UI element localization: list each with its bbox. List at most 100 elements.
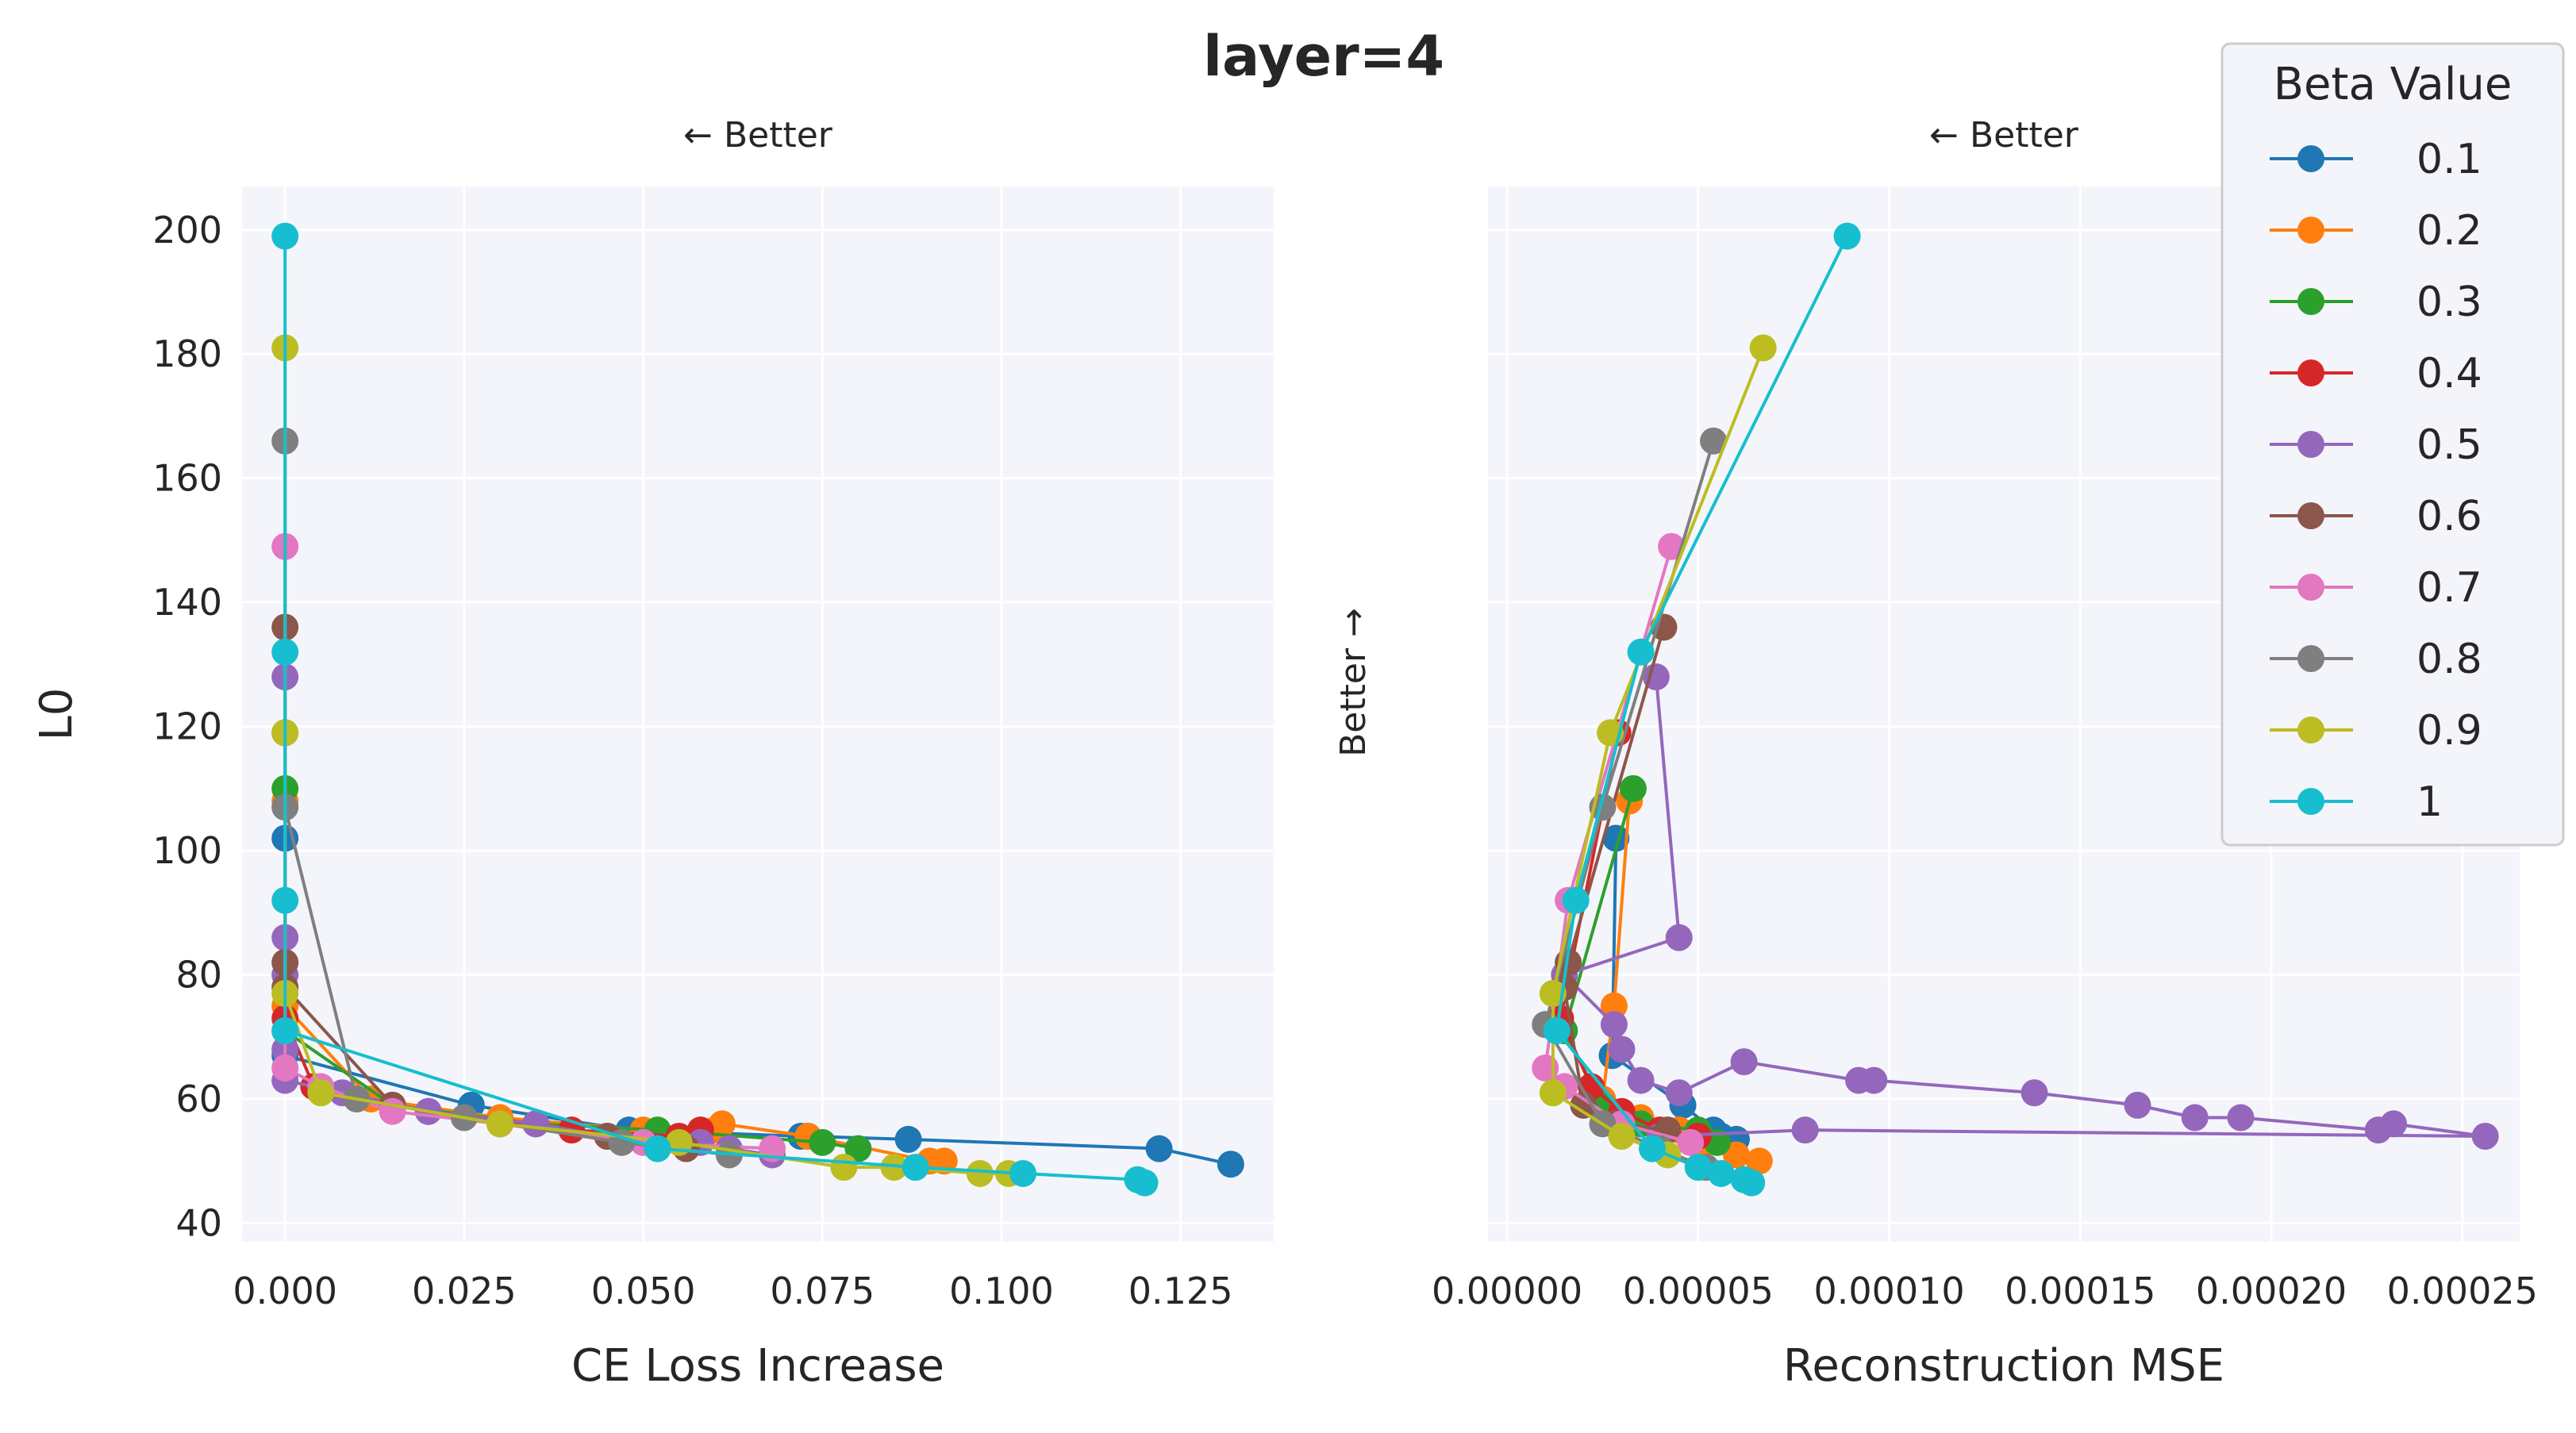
legend-marker (2297, 645, 2324, 672)
plot-area-0 (242, 186, 1274, 1242)
legend-label: 0.3 (2416, 279, 2482, 326)
data-point (894, 1125, 922, 1153)
data-point (2124, 1091, 2151, 1119)
legend-label: 0.2 (2416, 207, 2482, 255)
legend-entry: 0.4 (2270, 350, 2482, 398)
legend-label: 0.6 (2416, 493, 2482, 540)
x-tick-label: 0.00005 (1623, 1270, 1774, 1312)
legend-marker (2297, 288, 2324, 315)
legend-entry: 0.7 (2270, 564, 2482, 612)
series-1 (1543, 222, 1861, 1197)
x-tick-label: 0.00010 (1813, 1270, 1964, 1312)
data-point (1131, 1169, 1159, 1197)
data-point (2181, 1104, 2209, 1131)
legend-entry: 0.3 (2270, 279, 2482, 326)
data-point (1833, 222, 1861, 250)
data-point (1860, 1066, 1888, 1094)
y-tick-label: 160 (152, 457, 222, 500)
legend-marker (2297, 359, 2324, 386)
y-tick-label: 120 (152, 705, 222, 748)
data-point (486, 1110, 513, 1138)
data-point (1730, 1048, 1758, 1076)
data-point (1570, 1091, 1598, 1119)
legend-entry: 0.8 (2270, 636, 2482, 683)
better-x-label: ← Better (1929, 115, 2079, 156)
data-point (2020, 1079, 2048, 1107)
legend-entry: 1 (2270, 778, 2443, 826)
y-tick-label: 60 (175, 1078, 222, 1120)
x-tick-label: 0.075 (770, 1270, 875, 1312)
legend-label: 0.9 (2416, 707, 2482, 755)
x-tick-label: 0.000 (233, 1270, 337, 1312)
data-point (271, 638, 299, 666)
y-axis-label: L0 (31, 688, 83, 741)
data-point (1600, 1011, 1628, 1039)
series-1 (271, 222, 1159, 1197)
legend-entry: 0.1 (2270, 136, 2482, 183)
x-tick-label: 0.125 (1128, 1270, 1233, 1312)
data-point (1009, 1159, 1037, 1187)
data-point (1608, 1035, 1636, 1063)
better-y-label: Better → (1333, 608, 1374, 757)
legend-marker (2297, 145, 2324, 172)
data-point (271, 886, 299, 914)
data-point (1665, 924, 1693, 951)
data-point (966, 1159, 994, 1187)
x-tick-label: 0.050 (591, 1270, 696, 1312)
legend-marker (2297, 502, 2324, 529)
legend: Beta Value 0.1 0.2 0.3 0.4 0.5 0.6 0.7 0.8 0.9 1 (2220, 42, 2565, 847)
y-tick-label: 40 (175, 1202, 222, 1245)
data-point (809, 1128, 836, 1156)
legend-label: 0.7 (2416, 564, 2482, 612)
x-tick-label: 0.00025 (2387, 1270, 2538, 1312)
data-point (2380, 1110, 2408, 1138)
legend-label: 0.4 (2416, 350, 2482, 398)
data-point (1627, 638, 1655, 666)
left-plot-panel: 0.000 0.025 0.050 0.075 0.100 0.125 40 60 80 100 1… (31, 115, 1274, 1392)
data-point (1627, 1066, 1655, 1094)
data-point (830, 1154, 858, 1181)
chart-title: layer=4 (1203, 24, 1444, 89)
legend-marker (2297, 716, 2324, 743)
data-point (1749, 334, 1777, 362)
data-point (1562, 886, 1590, 914)
x-tick-label: 0.100 (949, 1270, 1054, 1312)
x-tick-label: 0.025 (412, 1270, 517, 1312)
legend-marker (2297, 217, 2324, 244)
y-tick-label: 200 (152, 209, 222, 252)
legend-label: 0.1 (2416, 136, 2482, 183)
data-point (1608, 1123, 1636, 1150)
data-point (271, 1017, 299, 1044)
y-tick-label: 80 (175, 954, 222, 997)
legend-label: 1 (2416, 778, 2443, 826)
x-tick-label: 0.00020 (2196, 1270, 2347, 1312)
data-point (844, 1135, 872, 1162)
legend-marker (2297, 574, 2324, 601)
data-point (271, 1054, 299, 1081)
legend-marker (2297, 788, 2324, 815)
data-point (1543, 1017, 1571, 1044)
data-point (1145, 1135, 1173, 1162)
legend-entry: 0.5 (2270, 421, 2482, 469)
legend-title: Beta Value (2274, 59, 2513, 110)
legend-label: 0.5 (2416, 421, 2482, 469)
data-point (2471, 1123, 2499, 1150)
data-point (1684, 1154, 1712, 1181)
legend-frame (2220, 42, 2565, 847)
legend-marker (2297, 431, 2324, 458)
x-tick-label: 0.00000 (1432, 1270, 1582, 1312)
data-point (1539, 1079, 1567, 1107)
y-tick-label: 180 (152, 332, 222, 375)
legend-entry: 0.2 (2270, 207, 2482, 255)
data-point (708, 1110, 736, 1138)
data-point (1677, 1128, 1705, 1156)
legend-entry: 0.9 (2270, 707, 2482, 755)
data-point (1602, 824, 1630, 852)
data-point (307, 1079, 335, 1107)
data-point (902, 1154, 929, 1181)
data-point (271, 222, 299, 250)
y-tick-label: 100 (152, 829, 222, 872)
legend-entry: 0.6 (2270, 493, 2482, 540)
data-point (1639, 1135, 1667, 1162)
